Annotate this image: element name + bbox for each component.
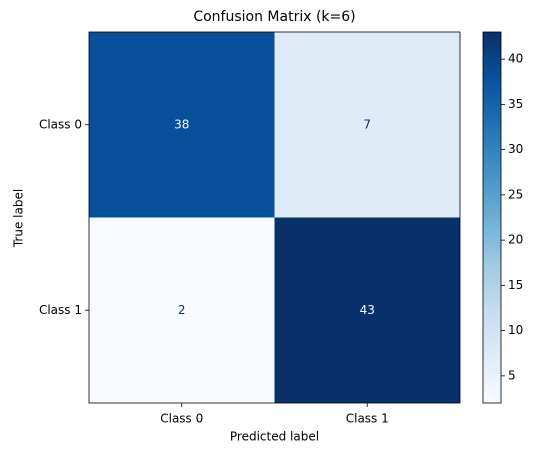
cell bbox=[89, 217, 275, 403]
colorbar bbox=[482, 31, 502, 404]
colorbar-tick-label: 15 bbox=[508, 278, 523, 292]
x-tick-label: Class 1 bbox=[346, 412, 389, 426]
colorbar-tick-label: 20 bbox=[508, 233, 523, 247]
cell-label: 38 bbox=[174, 117, 189, 131]
colorbar-tick-label: 5 bbox=[508, 368, 516, 382]
colorbar-tick-label: 35 bbox=[508, 97, 523, 111]
colorbar-tick-label: 40 bbox=[508, 52, 523, 66]
chart-title: Confusion Matrix (k=6) bbox=[193, 9, 355, 25]
colorbar-tick-label: 25 bbox=[508, 187, 523, 201]
plot-frame bbox=[88, 31, 461, 404]
y-axis-label: True label bbox=[12, 189, 26, 248]
y-tick-label: Class 0 bbox=[39, 117, 82, 131]
cell-label: 43 bbox=[360, 303, 375, 317]
x-tick-label: Class 0 bbox=[160, 412, 203, 426]
cell bbox=[89, 32, 275, 218]
y-tick-label: Class 1 bbox=[39, 303, 82, 317]
cell bbox=[274, 32, 460, 218]
colorbar-tick-label: 10 bbox=[508, 323, 523, 337]
x-axis-label: Predicted label bbox=[230, 430, 319, 444]
cell-label: 7 bbox=[363, 117, 371, 131]
cell bbox=[274, 217, 460, 403]
cell-label: 2 bbox=[178, 303, 186, 317]
colorbar-tick-label: 30 bbox=[508, 142, 523, 156]
